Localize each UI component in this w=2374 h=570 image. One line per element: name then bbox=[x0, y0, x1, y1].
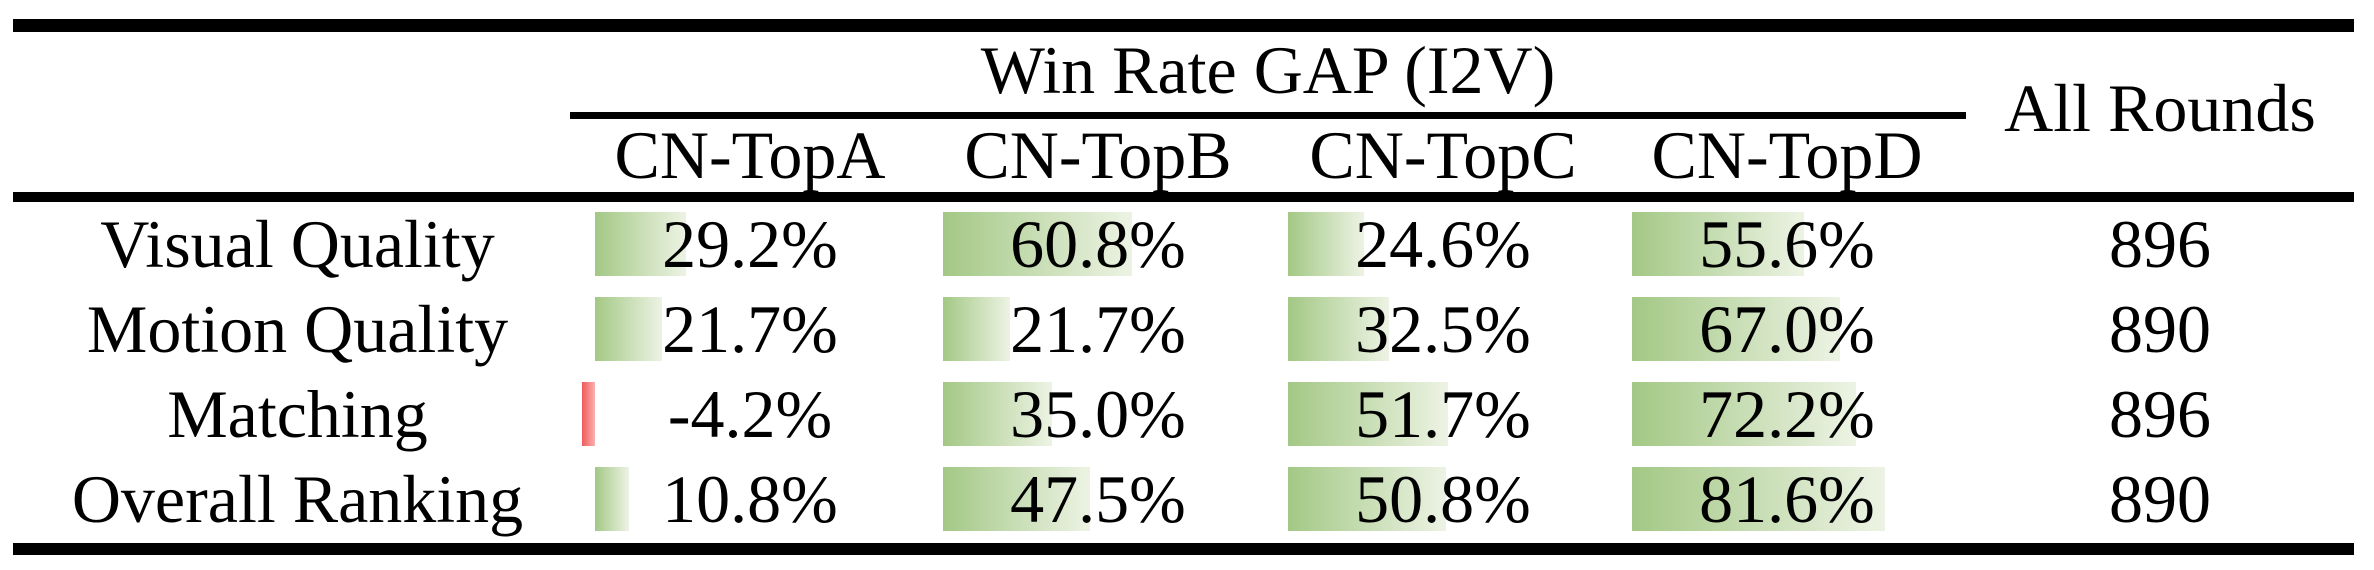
winrate-value: 29.2% bbox=[662, 206, 838, 282]
winrate-bar bbox=[1288, 212, 1365, 276]
winrate-value: 51.7% bbox=[1355, 376, 1531, 452]
winrate-value: 50.8% bbox=[1355, 461, 1531, 537]
winrate-bar bbox=[1632, 382, 1856, 446]
table-row-overall-ranking: Overall Ranking 10.8% 47.5% 50.8% 81.6% … bbox=[0, 457, 2374, 542]
winrate-bar-negative bbox=[582, 382, 595, 446]
winrate-bar bbox=[943, 382, 1052, 446]
row-label: Matching bbox=[167, 376, 428, 452]
winrate-value: 47.5% bbox=[1010, 461, 1186, 537]
winrate-cell: 67.0% bbox=[1632, 287, 1942, 372]
row-label: Visual Quality bbox=[100, 206, 495, 282]
winrate-value: 21.7% bbox=[1010, 291, 1186, 367]
all-rounds-column-header: All Rounds bbox=[2004, 70, 2316, 146]
winrate-cell: 21.7% bbox=[595, 287, 905, 372]
winrate-cell: 50.8% bbox=[1288, 457, 1598, 542]
winrate-bar bbox=[1632, 467, 1885, 531]
winrate-value: -4.2% bbox=[667, 376, 833, 452]
column-header-cn-topd: CN-TopD bbox=[1651, 117, 1923, 193]
winrate-cell: 60.8% bbox=[943, 202, 1253, 287]
winrate-bar bbox=[943, 297, 1011, 361]
winrate-cell: 35.0% bbox=[943, 372, 1253, 457]
all-rounds-value: 896 bbox=[2109, 376, 2211, 452]
winrate-value: 21.7% bbox=[662, 291, 838, 367]
winrate-bar bbox=[943, 467, 1091, 531]
all-rounds-value: 890 bbox=[2109, 461, 2211, 537]
column-header-cn-topc: CN-TopC bbox=[1309, 117, 1577, 193]
all-rounds-value: 890 bbox=[2109, 291, 2211, 367]
winrate-bar bbox=[943, 212, 1132, 276]
winrate-bar bbox=[1632, 212, 1805, 276]
table-row-visual-quality: Visual Quality 29.2% 60.8% 24.6% 55.6% 8… bbox=[0, 202, 2374, 287]
winrate-cell: 10.8% bbox=[595, 457, 905, 542]
all-rounds-value: 896 bbox=[2109, 206, 2211, 282]
winrate-bar bbox=[1288, 382, 1449, 446]
winrate-bar bbox=[1288, 467, 1446, 531]
winrate-value: 32.5% bbox=[1355, 291, 1531, 367]
winrate-value: 81.6% bbox=[1699, 461, 1875, 537]
winrate-cell: 29.2% bbox=[595, 202, 905, 287]
winrate-cell: 24.6% bbox=[1288, 202, 1598, 287]
winrate-cell: 55.6% bbox=[1632, 202, 1942, 287]
table-row-motion-quality: Motion Quality 21.7% 21.7% 32.5% 67.0% 8… bbox=[0, 287, 2374, 372]
group-header-underline bbox=[570, 112, 1966, 119]
row-label: Overall Ranking bbox=[71, 461, 524, 537]
winrate-cell: 72.2% bbox=[1632, 372, 1942, 457]
winrate-value: 60.8% bbox=[1010, 206, 1186, 282]
top-rule bbox=[13, 19, 2354, 32]
winrate-cell: 51.7% bbox=[1288, 372, 1598, 457]
winrate-bar bbox=[595, 467, 629, 531]
winrate-value: 67.0% bbox=[1699, 291, 1875, 367]
winrate-cell: 32.5% bbox=[1288, 287, 1598, 372]
bottom-rule bbox=[13, 543, 2354, 555]
winrate-bar bbox=[595, 212, 686, 276]
winrate-cell: 81.6% bbox=[1632, 457, 1942, 542]
winrate-cell: 47.5% bbox=[943, 457, 1253, 542]
winrate-value: 24.6% bbox=[1355, 206, 1531, 282]
header-body-rule bbox=[13, 192, 2354, 202]
winrate-bar bbox=[1288, 297, 1389, 361]
winrate-value: 35.0% bbox=[1010, 376, 1186, 452]
column-header-cn-topa: CN-TopA bbox=[614, 117, 886, 193]
winrate-value: 55.6% bbox=[1699, 206, 1875, 282]
winrate-value: 72.2% bbox=[1699, 376, 1875, 452]
winrate-bar bbox=[1632, 297, 1840, 361]
winrate-cell: -4.2% bbox=[582, 372, 905, 457]
winrate-cell: 21.7% bbox=[943, 287, 1253, 372]
winrate-bar bbox=[595, 297, 663, 361]
row-label: Motion Quality bbox=[86, 291, 509, 367]
table-row-matching: Matching -4.2% 35.0% 51.7% 72.2% 896 bbox=[0, 372, 2374, 457]
group-header-title: Win Rate GAP (I2V) bbox=[980, 32, 1556, 108]
winrate-value: 10.8% bbox=[662, 461, 838, 537]
column-header-cn-topb: CN-TopB bbox=[964, 117, 1232, 193]
